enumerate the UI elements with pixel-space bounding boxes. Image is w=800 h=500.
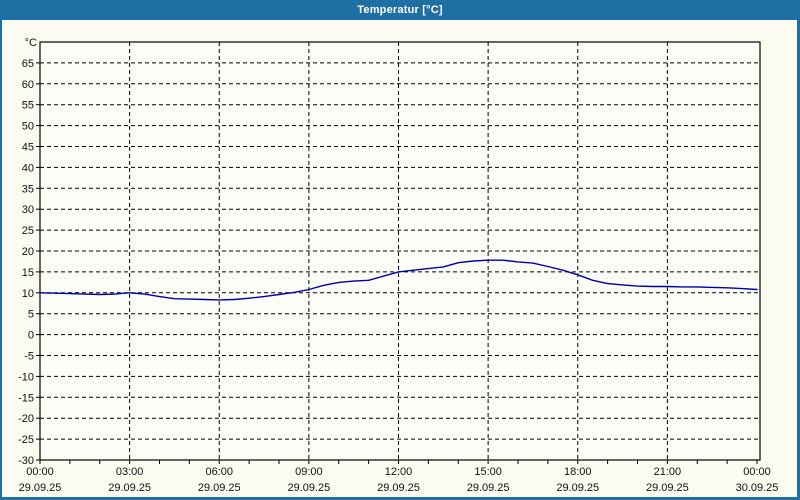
y-tick-label: 25 [22,225,34,237]
x-tick-time-label: 15:00 [474,466,502,478]
x-tick-date-label: 30.09.25 [736,482,779,494]
x-tick-time-label: 12:00 [385,466,413,478]
plot-border [39,41,761,461]
x-tick-date-label: 29.09.25 [467,482,510,494]
y-axis-labels: -30 -25 -20 -15 -10 -5 0 5 10 15 20 25 30 35 40 45 50 55 6… [18,58,34,467]
x-tick-date-label: 29.09.25 [646,482,689,494]
x-tick-date-label: 29.09.25 [108,482,151,494]
x-tick-date-label: 29.09.25 [287,482,330,494]
axis-ticks [36,62,758,464]
y-tick-label: 65 [22,58,34,70]
x-tick-time-label: 18:00 [564,466,592,478]
y-tick-label: -15 [18,392,34,404]
x-tick-time-label: 06:00 [205,466,233,478]
y-tick-label: 10 [22,288,34,300]
y-tick-label: 35 [22,183,34,195]
temperature-line [39,259,758,301]
x-tick-time-label: 03:00 [116,466,144,478]
x-tick-date-label: 29.09.25 [198,482,241,494]
y-tick-label: 55 [22,100,34,112]
y-tick-label: 30 [22,204,34,216]
y-tick-label: 50 [22,121,34,133]
x-tick-time-label: 21:00 [654,466,682,478]
x-axis-labels: 00:00 29.09.25 03:00 29.09.25 06:00 29.09.25 0… [19,466,779,494]
y-tick-label: 15 [22,267,34,279]
x-tick-time-label: 00:00 [743,466,771,478]
y-axis-unit-label: °C [25,37,37,49]
chart-area: -30 -25 -20 -15 -10 -5 0 5 10 15 20 25 30 35 40 45 50 55 6… [2,20,797,497]
x-tick-time-label: 09:00 [295,466,323,478]
horizontal-gridlines [40,62,760,440]
y-tick-label: 20 [22,246,34,258]
y-tick-label: 45 [22,142,34,154]
y-tick-label: 60 [22,79,34,91]
y-tick-label: -25 [18,434,34,446]
y-tick-label: -10 [18,371,34,383]
x-tick-date-label: 29.09.25 [19,482,62,494]
x-tick-time-label: 00:00 [26,466,54,478]
y-tick-label: 40 [22,162,34,174]
y-tick-label: -5 [24,351,34,363]
x-tick-date-label: 29.09.25 [377,482,420,494]
x-tick-date-label: 29.09.25 [556,482,599,494]
window-title: Temperatur [°C] [357,4,443,16]
temperature-chart: -30 -25 -20 -15 -10 -5 0 5 10 15 20 25 30 35 40 45 50 55 6… [18,37,779,494]
y-tick-label: -20 [18,413,34,425]
title-bar: Temperatur [°C] [0,0,800,20]
y-tick-label: 5 [28,309,34,321]
y-tick-label: 0 [28,330,34,342]
y-tick-label: -30 [18,455,34,467]
